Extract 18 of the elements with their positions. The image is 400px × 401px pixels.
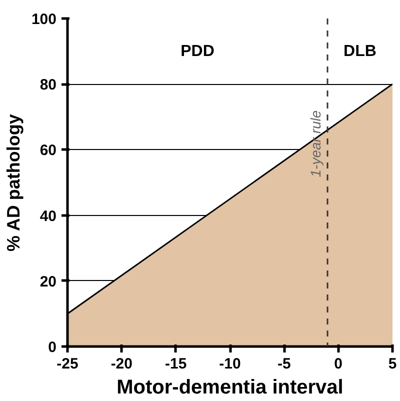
x-tick-label: -15: [164, 356, 187, 372]
x-tick-label: 5: [388, 356, 397, 372]
ref-line-label: 1-year rule: [308, 110, 324, 178]
x-tick-label: 0: [334, 356, 343, 372]
x-tick-label: -10: [219, 356, 241, 372]
y-axis-title: % AD pathology: [3, 114, 24, 252]
y-tick-label: 40: [40, 208, 57, 225]
annotation: DLB: [344, 42, 376, 60]
y-tick-label: 100: [31, 11, 57, 28]
x-axis-title: Motor-dementia interval: [116, 376, 344, 398]
x-tick-label: -20: [110, 356, 133, 372]
y-tick-label: 0: [48, 339, 56, 356]
annotation: PDD: [180, 42, 214, 60]
x-tick-label: -25: [56, 356, 78, 372]
y-tick-label: 60: [40, 142, 57, 160]
x-tick-label: -5: [278, 356, 291, 372]
y-tick-label: 20: [40, 273, 57, 290]
y-tick-label: 80: [40, 76, 57, 94]
